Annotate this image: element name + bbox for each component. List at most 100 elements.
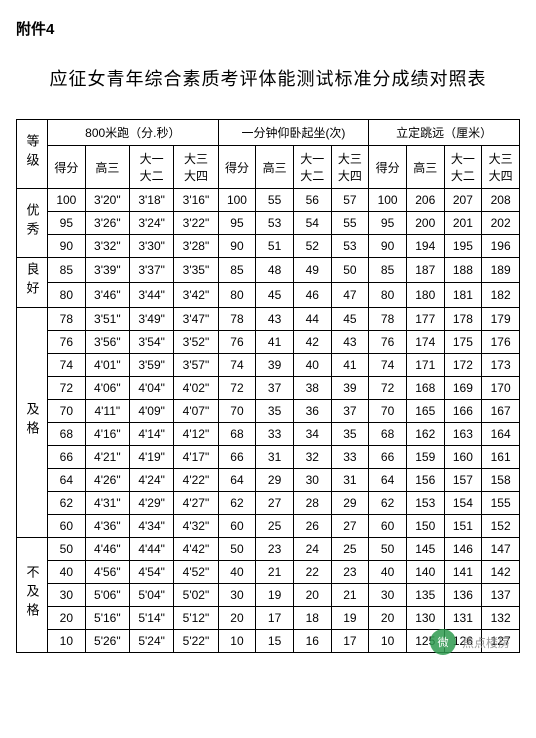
data-cell: 170 <box>482 377 520 400</box>
data-cell: 202 <box>482 212 520 235</box>
data-cell: 179 <box>482 308 520 331</box>
data-cell: 161 <box>482 446 520 469</box>
data-cell: 17 <box>256 607 294 630</box>
data-cell: 66 <box>48 446 86 469</box>
grade-cell: 优秀 <box>17 189 48 258</box>
data-cell: 159 <box>406 446 444 469</box>
data-cell: 25 <box>331 538 369 561</box>
data-cell: 20 <box>218 607 256 630</box>
data-cell: 39 <box>256 354 294 377</box>
data-cell: 146 <box>444 538 482 561</box>
attachment-label: 附件4 <box>16 18 520 39</box>
data-cell: 4'36" <box>85 515 129 538</box>
data-cell: 4'31" <box>85 492 129 515</box>
data-cell: 147 <box>482 538 520 561</box>
data-cell: 20 <box>48 607 86 630</box>
table-row: 205'16"5'14"5'12"2017181920130131132 <box>17 607 520 630</box>
table-row: 404'56"4'54"4'52"4021222340140141142 <box>17 561 520 584</box>
data-cell: 68 <box>48 423 86 446</box>
table-row: 724'06"4'04"4'02"7237383972168169170 <box>17 377 520 400</box>
data-cell: 169 <box>444 377 482 400</box>
col-header: 高三 <box>85 146 129 189</box>
data-cell: 194 <box>406 235 444 258</box>
data-cell: 41 <box>331 354 369 377</box>
data-cell: 45 <box>256 283 294 308</box>
data-cell: 5'22" <box>174 630 218 653</box>
data-cell: 40 <box>48 561 86 584</box>
table-row: 953'26"3'24"3'22"9553545595200201202 <box>17 212 520 235</box>
data-cell: 4'14" <box>129 423 173 446</box>
data-cell: 4'02" <box>174 377 218 400</box>
data-cell: 4'46" <box>85 538 129 561</box>
data-cell: 4'12" <box>174 423 218 446</box>
data-cell: 74 <box>218 354 256 377</box>
col-header: 大一大二 <box>444 146 482 189</box>
col-header: 高三 <box>406 146 444 189</box>
data-cell: 90 <box>369 235 407 258</box>
data-cell: 50 <box>48 538 86 561</box>
data-cell: 188 <box>444 258 482 283</box>
data-cell: 4'56" <box>85 561 129 584</box>
data-cell: 37 <box>256 377 294 400</box>
data-cell: 55 <box>331 212 369 235</box>
data-cell: 4'32" <box>174 515 218 538</box>
table-row: 664'21"4'19"4'17"6631323366159160161 <box>17 446 520 469</box>
data-cell: 60 <box>48 515 86 538</box>
data-cell: 5'16" <box>85 607 129 630</box>
data-cell: 100 <box>369 189 407 212</box>
data-cell: 56 <box>293 189 331 212</box>
data-cell: 3'26" <box>85 212 129 235</box>
data-cell: 156 <box>406 469 444 492</box>
data-cell: 3'52" <box>174 331 218 354</box>
data-cell: 39 <box>331 377 369 400</box>
data-cell: 64 <box>218 469 256 492</box>
data-cell: 43 <box>256 308 294 331</box>
data-cell: 54 <box>293 212 331 235</box>
data-cell: 60 <box>369 515 407 538</box>
data-cell: 100 <box>48 189 86 212</box>
data-cell: 37 <box>331 400 369 423</box>
table-row: 763'56"3'54"3'52"7641424376174175176 <box>17 331 520 354</box>
data-cell: 3'30" <box>129 235 173 258</box>
data-cell: 76 <box>48 331 86 354</box>
data-cell: 24 <box>293 538 331 561</box>
data-cell: 4'27" <box>174 492 218 515</box>
data-cell: 4'09" <box>129 400 173 423</box>
data-cell: 4'16" <box>85 423 129 446</box>
data-cell: 43 <box>331 331 369 354</box>
data-cell: 51 <box>256 235 294 258</box>
data-cell: 62 <box>48 492 86 515</box>
data-cell: 78 <box>369 308 407 331</box>
data-cell: 140 <box>406 561 444 584</box>
data-cell: 19 <box>331 607 369 630</box>
data-cell: 3'35" <box>174 258 218 283</box>
data-cell: 3'24" <box>129 212 173 235</box>
data-cell: 27 <box>256 492 294 515</box>
data-cell: 68 <box>369 423 407 446</box>
data-cell: 174 <box>406 331 444 354</box>
data-cell: 22 <box>293 561 331 584</box>
data-cell: 195 <box>444 235 482 258</box>
section-header: 一分钟仰卧起坐(次) <box>218 120 369 146</box>
data-cell: 177 <box>406 308 444 331</box>
data-cell: 10 <box>369 630 407 653</box>
data-cell: 78 <box>218 308 256 331</box>
data-cell: 168 <box>406 377 444 400</box>
col-header: 大三大四 <box>482 146 520 189</box>
data-cell: 4'22" <box>174 469 218 492</box>
data-cell: 3'46" <box>85 283 129 308</box>
data-cell: 4'01" <box>85 354 129 377</box>
data-cell: 17 <box>331 630 369 653</box>
data-cell: 180 <box>406 283 444 308</box>
data-cell: 80 <box>218 283 256 308</box>
data-cell: 30 <box>218 584 256 607</box>
data-cell: 15 <box>256 630 294 653</box>
data-cell: 157 <box>444 469 482 492</box>
data-cell: 141 <box>444 561 482 584</box>
data-cell: 23 <box>331 561 369 584</box>
data-cell: 151 <box>444 515 482 538</box>
data-cell: 50 <box>369 538 407 561</box>
data-cell: 95 <box>48 212 86 235</box>
data-cell: 4'42" <box>174 538 218 561</box>
data-cell: 27 <box>331 515 369 538</box>
